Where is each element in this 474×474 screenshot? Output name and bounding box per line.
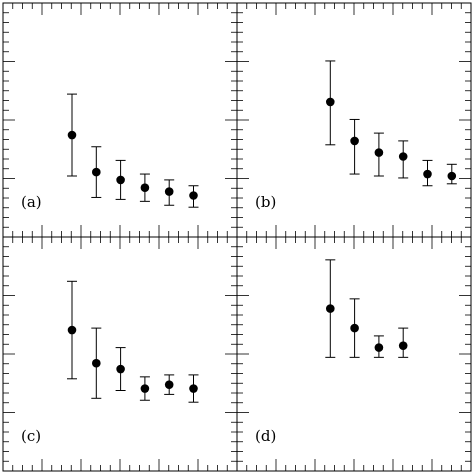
- data-point: [350, 323, 359, 333]
- data-point: [140, 384, 150, 393]
- data-point: [398, 152, 408, 161]
- data-point: [326, 97, 335, 107]
- data-point: [116, 175, 125, 185]
- data-point: [189, 384, 198, 393]
- data-point: [164, 380, 174, 389]
- data-point: [92, 167, 101, 177]
- data-point: [374, 148, 384, 157]
- data-point: [447, 171, 457, 181]
- panel-a: (a): [2, 2, 238, 238]
- panel-c: (c): [2, 236, 238, 472]
- data-point: [398, 341, 408, 350]
- data-point: [423, 169, 432, 179]
- panel-label: (a): [21, 193, 42, 211]
- data-point: [350, 136, 359, 146]
- data-point: [67, 325, 77, 335]
- data-point: [67, 130, 77, 140]
- data-point: [92, 358, 101, 368]
- data-point: [326, 304, 335, 313]
- data-point: [164, 187, 174, 196]
- panel-b: (b): [236, 2, 472, 238]
- panel-label: (c): [21, 427, 41, 445]
- panel-d: (d): [236, 236, 472, 472]
- data-point: [189, 191, 198, 200]
- panel-label: (b): [255, 193, 276, 211]
- panel-label: (d): [255, 427, 276, 445]
- data-point: [140, 183, 150, 192]
- data-point: [374, 343, 384, 352]
- data-point: [116, 364, 125, 374]
